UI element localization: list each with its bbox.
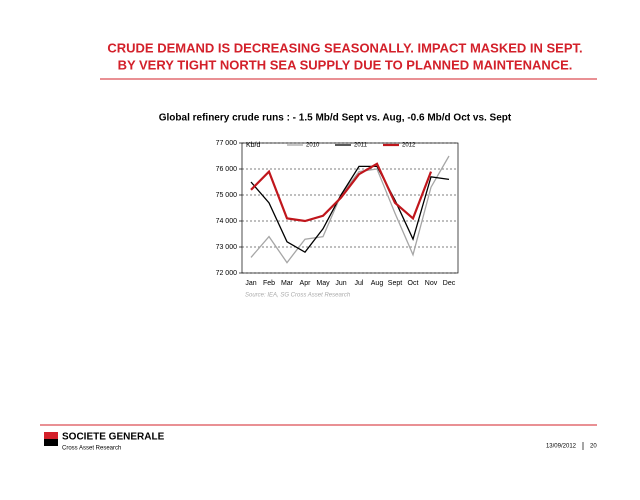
source: Source: IEA, SG Cross Asset Research xyxy=(245,293,351,299)
x-tick-label: Feb xyxy=(263,280,275,287)
y-tick-label: 72 000 xyxy=(216,270,238,277)
x-tick-label: Jun xyxy=(335,280,346,287)
subbrand: Cross Asset Research xyxy=(62,446,121,452)
series-line xyxy=(250,155,450,264)
logo xyxy=(44,439,58,446)
legend-label: 2011 xyxy=(354,143,368,149)
chart-title: Global refinery crude runs : - 1.5 Mb/d … xyxy=(159,113,512,124)
legend-label: 2010 xyxy=(306,143,320,149)
date: 13/09/2012 xyxy=(546,444,577,450)
x-tick-label: Oct xyxy=(408,280,419,287)
x-tick-label: Sept xyxy=(388,280,402,287)
heading: CRUDE DEMAND IS DECREASING SEASONALLY. I… xyxy=(107,40,582,55)
x-tick-label: Apr xyxy=(300,280,312,287)
x-tick-label: Nov xyxy=(425,280,438,287)
x-tick-label: Mar xyxy=(281,280,294,287)
series-line xyxy=(250,165,450,254)
series-line xyxy=(250,162,433,223)
logo xyxy=(44,432,58,439)
page-number: 20 xyxy=(590,444,597,450)
x-tick-label: May xyxy=(316,280,330,287)
y-tick-label: 73 000 xyxy=(216,244,238,251)
y-tick-label: 74 000 xyxy=(216,218,238,225)
y-tick-label: 75 000 xyxy=(216,192,238,199)
y-tick-label: 76 000 xyxy=(216,166,238,173)
y-tick-label: 77 000 xyxy=(216,140,238,147)
x-tick-label: Jul xyxy=(355,280,364,287)
x-tick-label: Aug xyxy=(371,280,384,287)
heading: BY VERY TIGHT NORTH SEA SUPPLY DUE TO PL… xyxy=(118,57,573,72)
y-axis-label: Kb/d xyxy=(246,142,261,149)
legend-label: 2012 xyxy=(402,143,416,149)
brand: SOCIETE GENERALE xyxy=(62,432,165,443)
x-tick-label: Dec xyxy=(443,280,456,287)
x-tick-label: Jan xyxy=(245,280,256,287)
